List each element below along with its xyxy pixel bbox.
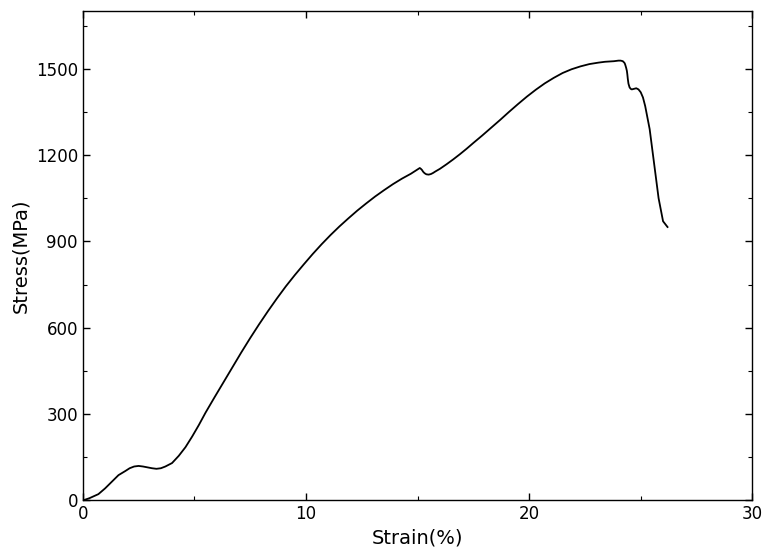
Y-axis label: Stress(MPa): Stress(MPa) — [11, 198, 30, 313]
X-axis label: Strain(%): Strain(%) — [372, 529, 464, 548]
